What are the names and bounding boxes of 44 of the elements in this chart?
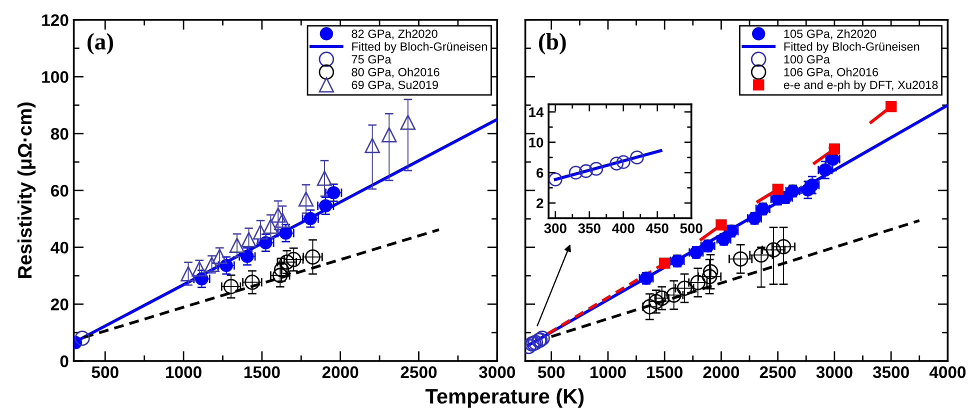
x-axis-title: Temperature (K) [425, 388, 584, 408]
legend-label: 69 GPa, Su2019 [352, 80, 438, 90]
x-tick-label: 1000 [590, 366, 626, 378]
x-tick-label: 500 [680, 223, 702, 234]
legend-label: 100 GPa [784, 55, 830, 64]
y-tick-label: 6 [536, 168, 544, 178]
y-tick-label: 14 [529, 107, 544, 117]
x-tick-label: 450 [646, 223, 668, 234]
annotation: (b) [539, 33, 566, 54]
legend-label: Fitted by Bloch-Grüneisen [352, 42, 487, 54]
x-tick-label: 1500 [244, 366, 280, 378]
y-tick-label: 100 [42, 71, 68, 83]
x-tick-label: 3000 [479, 366, 516, 378]
x-tick-label: 350 [578, 223, 600, 234]
legend-label: 82 GPa, Zh2020 [352, 29, 438, 40]
legend-label: 106 GPa, Oh2016 [784, 68, 878, 78]
x-tick-label: 3500 [872, 366, 909, 378]
y-tick-label: 60 [51, 184, 68, 197]
x-tick-label: 500 [92, 366, 118, 378]
y-tick-label: 10 [529, 138, 544, 148]
y-tick-label: 120 [42, 14, 68, 26]
y-axis-title: Resistivity (μΩ·cm) [17, 102, 36, 278]
x-tick-label: 2000 [322, 366, 358, 378]
x-tick-label: 1500 [647, 366, 682, 378]
x-tick-label: 500 [538, 366, 565, 378]
x-tick-label: 400 [612, 223, 634, 234]
x-tick-label: 3000 [816, 366, 852, 378]
y-tick-label: 2 [536, 198, 544, 208]
legend-label: 105 GPa, Zh2020 [784, 29, 876, 40]
legend-label: Fitted by Bloch-Grüneisen [784, 42, 920, 54]
x-tick-label: 4000 [929, 366, 966, 378]
y-tick-label: 40 [50, 242, 68, 254]
x-tick-label: 2500 [760, 366, 796, 378]
legend-label: e-e and e-ph by DFT, Xu2018 [784, 80, 938, 92]
y-tick-label: 80 [50, 128, 68, 140]
x-tick-label: 300 [544, 223, 566, 234]
y-tick-label: 20 [50, 298, 68, 310]
x-tick-label: 2500 [400, 366, 437, 378]
x-tick-label: 2000 [703, 366, 740, 378]
annotation: (a) [88, 33, 113, 54]
legend-label: 75 GPa [352, 55, 392, 64]
y-tick-label: 0 [60, 355, 68, 368]
legend-label: 80 GPa, Oh2016 [352, 68, 440, 78]
x-tick-label: 1000 [166, 366, 202, 378]
